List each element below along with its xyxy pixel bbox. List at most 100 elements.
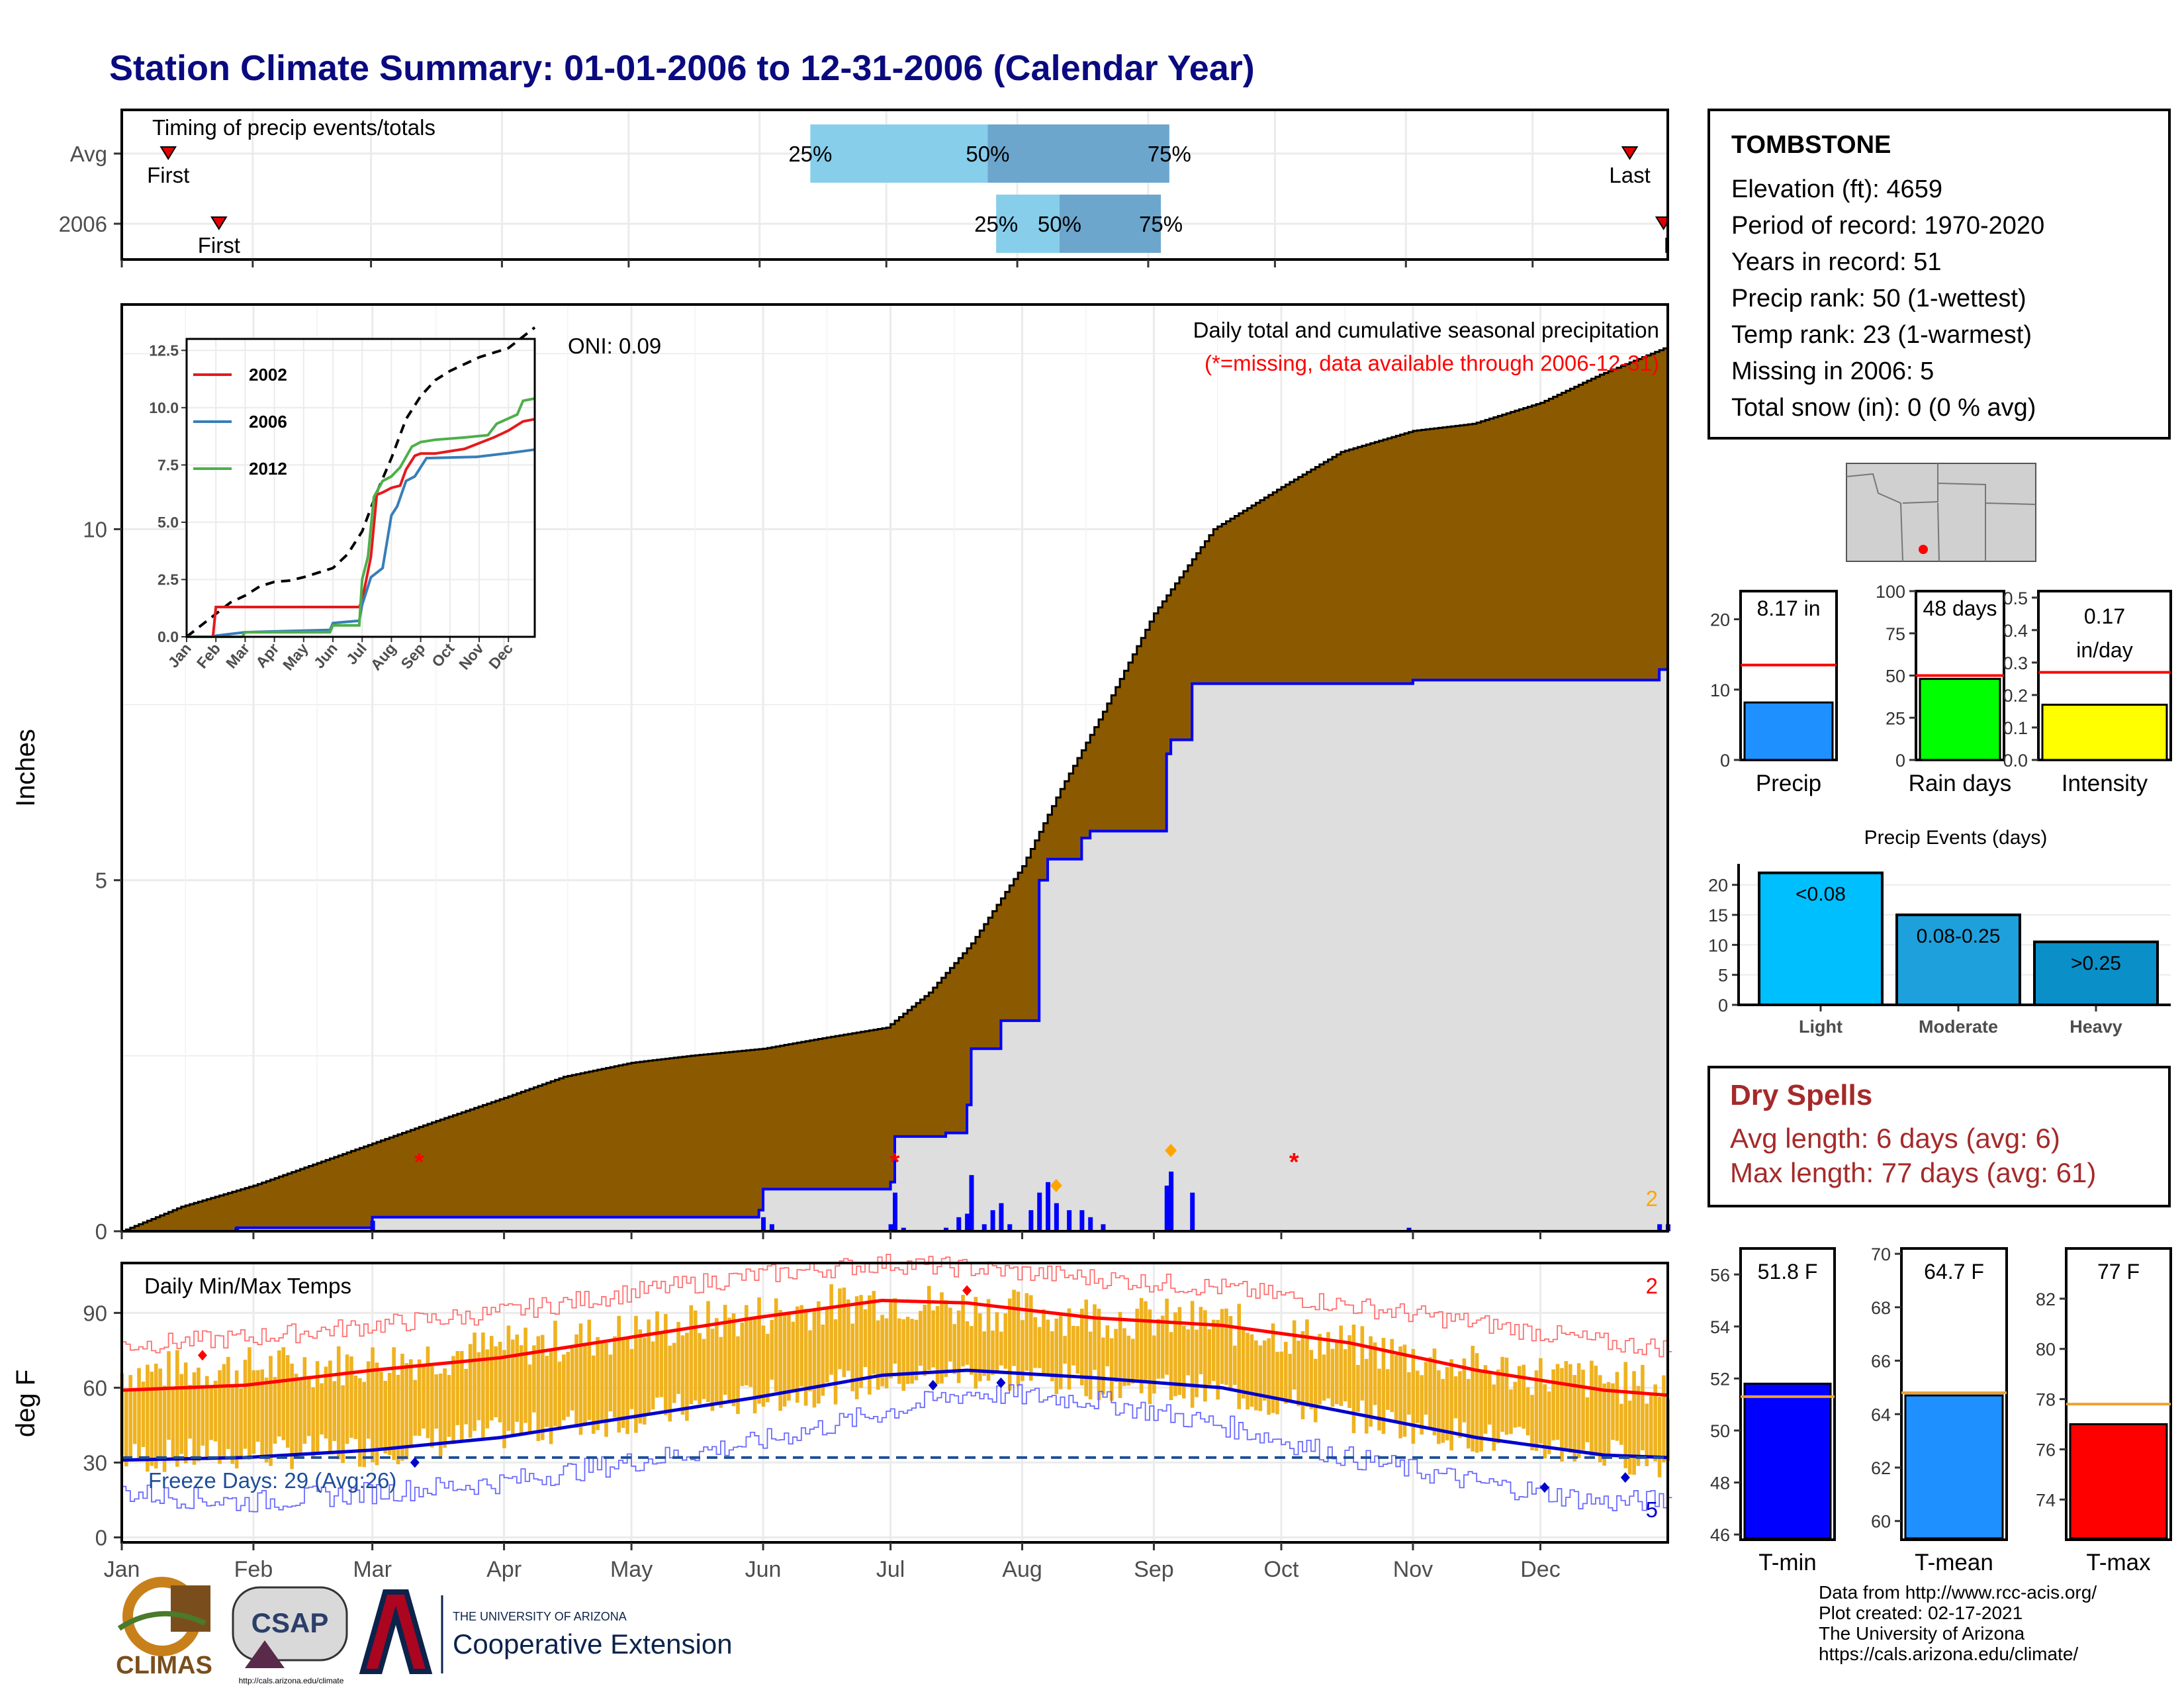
daily-temp-bar — [460, 1350, 464, 1442]
dry-spells-box: Dry Spells Avg length: 6 days (avg: 6) M… — [1707, 1066, 2171, 1207]
daily-temp-bar — [1284, 1342, 1288, 1404]
daily-temp-bar — [1657, 1396, 1662, 1477]
daily-temp-bar — [1097, 1309, 1101, 1401]
daily-precip-bar — [901, 1227, 906, 1231]
daily-temp-bar — [1199, 1307, 1203, 1374]
daily-temp-bar — [1071, 1325, 1075, 1366]
daily-temp-bar — [795, 1306, 799, 1403]
csap-logo-text: CSAP — [251, 1607, 329, 1638]
daily-temp-bar — [230, 1384, 235, 1464]
daily-temp-bar — [1407, 1372, 1411, 1415]
daily-temp-bar — [1275, 1352, 1279, 1415]
daily-temp-bar — [422, 1364, 426, 1429]
events-bar-label: 0.08-0.25 — [1917, 925, 2001, 947]
inset-y-tick-label: 0.0 — [158, 628, 179, 645]
month-tick-label: Aug — [1002, 1557, 1042, 1582]
daily-temp-bar — [1093, 1304, 1097, 1370]
daily-precip-bar — [1054, 1203, 1059, 1231]
climas-logo-swoosh — [117, 1611, 206, 1631]
temp-panel-label: Daily Min/Max Temps — [144, 1274, 351, 1298]
daily-temp-bar — [438, 1373, 443, 1457]
daily-temp-bar — [1496, 1369, 1500, 1444]
daily-temp-bar — [1483, 1365, 1488, 1434]
daily-temp-bar — [1653, 1384, 1657, 1462]
daily-temp-bar — [315, 1361, 320, 1454]
summary-bar-category: Rain days — [1909, 771, 2012, 796]
daily-temp-bar — [158, 1368, 162, 1457]
daily-temp-bar — [1453, 1376, 1458, 1419]
daily-temp-bar — [192, 1372, 197, 1465]
daily-temp-bar — [201, 1385, 205, 1446]
daily-temp-bar — [1402, 1344, 1407, 1437]
daily-temp-bar — [1084, 1299, 1088, 1397]
daily-temp-bar — [1258, 1345, 1263, 1411]
inset-frame — [185, 338, 536, 638]
inset-y-tick-label: 2.5 — [158, 571, 179, 588]
dry-spells-avg: Avg length: 6 days (avg: 6) — [1730, 1123, 2060, 1154]
daily-temp-bar — [693, 1310, 698, 1401]
daily-temp-bar — [222, 1364, 226, 1458]
dry-spells-max: Max length: 77 days (avg: 61) — [1730, 1157, 2097, 1188]
temp-summary-y-tick-label: 60 — [1871, 1512, 1891, 1532]
daily-temp-bar — [426, 1346, 430, 1438]
daily-temp-bar — [1572, 1375, 1577, 1462]
daily-temp-bar — [141, 1382, 146, 1448]
daily-temp-bar — [1135, 1308, 1140, 1380]
daily-precip-bar — [1169, 1171, 1174, 1231]
daily-temp-bar — [1347, 1335, 1351, 1408]
daily-precip-bar — [1007, 1224, 1013, 1231]
oni-label: ONI: 0.09 — [568, 334, 661, 358]
missing-marker: * — [414, 1149, 424, 1176]
daily-temp-bar — [400, 1354, 404, 1461]
daily-temp-bar — [332, 1381, 337, 1441]
inset-y-tick-label: 10.0 — [149, 399, 179, 416]
daily-temp-bar — [859, 1295, 863, 1388]
daily-temp-bar — [1458, 1371, 1462, 1438]
daily-temp-bar — [1343, 1349, 1347, 1401]
daily-temp-bar — [1513, 1382, 1518, 1428]
record-low-marker — [410, 1457, 420, 1468]
daily-precip-bar — [1101, 1224, 1106, 1231]
daily-temp-bar — [1054, 1318, 1059, 1394]
precip-missing-note: (*=missing, data available through 2006-… — [1205, 351, 1659, 375]
daily-temp-bar — [468, 1344, 473, 1438]
record-low-marker — [996, 1377, 1006, 1388]
daily-temp-bar — [357, 1378, 362, 1467]
daily-temp-bar — [1181, 1325, 1186, 1399]
daily-temp-bar — [234, 1370, 239, 1469]
temp-summary-y-tick-label: 80 — [2036, 1340, 2056, 1360]
daily-temp-bar — [854, 1296, 859, 1399]
daily-temp-bar — [1492, 1384, 1496, 1451]
average-tmax-line — [121, 1299, 1668, 1397]
precip-y-tick-label: 10 — [83, 517, 107, 541]
daily-temp-bar — [570, 1348, 574, 1411]
daily-temp-bar — [1101, 1337, 1105, 1395]
daily-temp-bar — [1428, 1357, 1432, 1429]
daily-temp-bar — [1300, 1331, 1305, 1420]
temp-summary-y-tick-label: 66 — [1871, 1352, 1891, 1372]
daily-temp-bar — [502, 1350, 506, 1448]
daily-temp-bar — [362, 1382, 367, 1468]
daily-temp-bar — [655, 1311, 659, 1398]
daily-temp-bar — [1067, 1308, 1071, 1390]
daily-temp-bar — [833, 1319, 838, 1405]
summary-y-tick-label: 75 — [1886, 624, 1905, 644]
temp-frame — [120, 1262, 1669, 1544]
daily-temp-bar — [485, 1349, 490, 1429]
summary-y-tick-label: 10 — [1710, 680, 1730, 700]
daily-temp-bar — [154, 1364, 158, 1469]
precip-subtitle: Daily total and cumulative seasonal prec… — [1193, 318, 1659, 342]
daily-temp-bar — [1611, 1383, 1615, 1440]
daily-temp-bar — [183, 1362, 188, 1464]
daily-temp-bar — [1109, 1338, 1114, 1401]
daily-temp-bar — [664, 1314, 668, 1415]
daily-temp-bar — [647, 1319, 651, 1415]
precip-summary-bars: 0 10 20 Precip 8.17 in 0 25 50 75 100 Rain days 48 … — [1710, 582, 2172, 796]
daily-precip-bar — [1079, 1210, 1085, 1231]
daily-precip-bar — [370, 1221, 375, 1231]
record-high-marker — [197, 1350, 207, 1361]
daily-precip-bar — [761, 1217, 766, 1231]
daily-precip-bar — [981, 1224, 987, 1231]
daily-temp-bar — [1246, 1333, 1250, 1410]
daily-temp-bar — [889, 1299, 893, 1379]
